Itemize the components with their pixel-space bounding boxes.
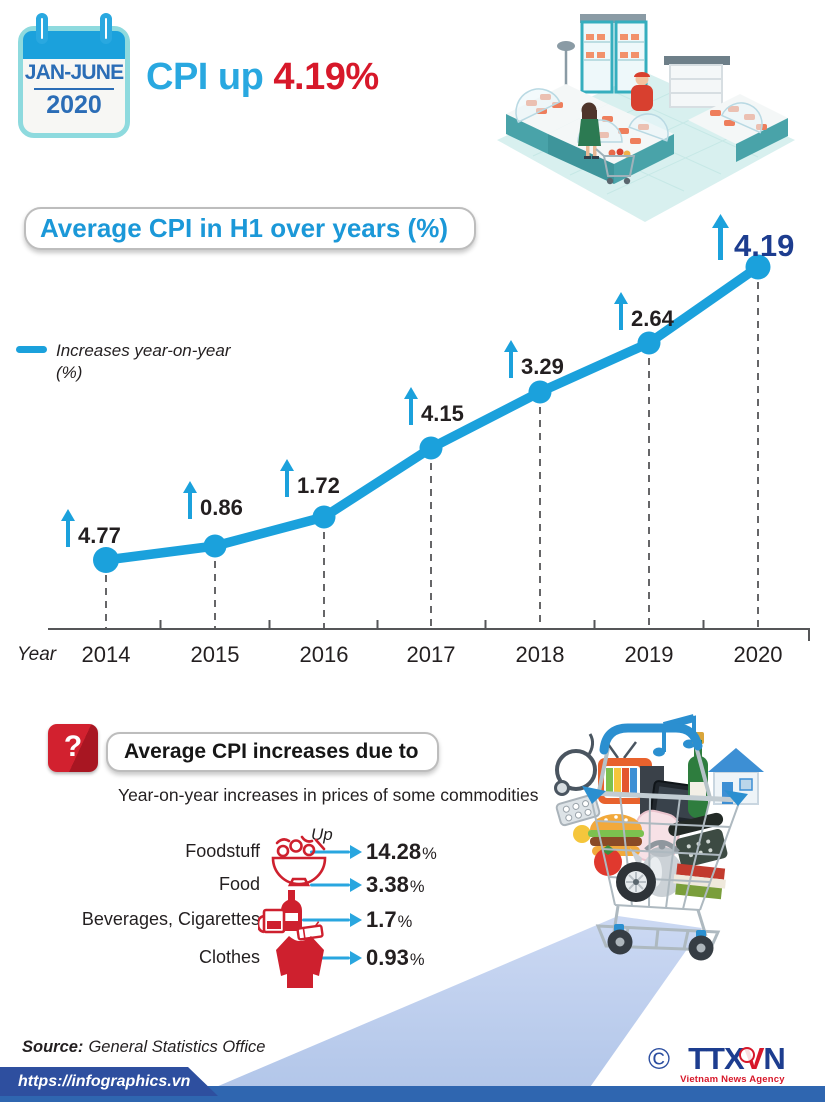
dashed-guides (105, 282, 759, 628)
shopping-cart-illustration (554, 714, 764, 961)
up-arrow-icon (712, 214, 729, 260)
title-prefix: CPI up (146, 56, 264, 98)
chart-point-label-2017: 4.15 (404, 387, 464, 425)
commodity-label: Foodstuff (185, 841, 260, 861)
year-tick-2014: 2014 (81, 642, 131, 667)
basket-corner (724, 790, 748, 806)
commodity-value: 14.28% (366, 839, 437, 864)
year-tick-2017: 2017 (406, 642, 456, 667)
clothes-sweater-icon (276, 936, 324, 988)
chart-point-label-2016: 1.72 (280, 459, 340, 497)
up-arrow-icon (614, 292, 628, 330)
year-tick-2016: 2016 (299, 642, 349, 667)
cart-wheel (607, 929, 633, 955)
up-arrow-icon (404, 387, 418, 425)
right-arrow-icon (310, 845, 362, 859)
commodity-value: 0.93% (366, 945, 425, 970)
foodstuff-bowl-icon (271, 835, 327, 887)
commodity-label: Clothes (198, 947, 260, 967)
x-axis (48, 620, 810, 641)
basket-wireframe (589, 792, 741, 911)
handle-arm (694, 745, 712, 799)
ttxvn-logo: © TTX V N Vietnam News Agency (648, 1041, 786, 1085)
customer-figure (578, 102, 601, 159)
calendar-divider (34, 88, 114, 90)
cart-wheel (688, 935, 714, 961)
vendor-figure (631, 72, 653, 111)
year-tick-2019: 2019 (624, 642, 674, 667)
page-title: CPI up 4.19% (146, 56, 379, 99)
beverages-icon (258, 890, 324, 941)
tire-icon (616, 862, 656, 902)
chart-point-label-2018: 3.29 (504, 340, 564, 378)
calendar-year: 2020 (46, 91, 102, 119)
footer-url-banner[interactable]: https://infographics.vn (0, 1067, 218, 1096)
source-label: Source: (22, 1038, 84, 1056)
agency-name: Vietnam News Agency (680, 1074, 785, 1085)
basket-rim (589, 790, 741, 803)
commodity-value: 3.38% (366, 872, 425, 897)
calendar-icon: JAN-JUNE 2020 (18, 13, 130, 138)
commodity-label: Food (218, 874, 260, 894)
supermarket-illustration (497, 14, 795, 222)
pills-icon (555, 793, 601, 827)
cabinet-icon (664, 56, 730, 108)
section2-subtitle: Year-on-year increases in prices of some… (118, 785, 539, 805)
commodity-label: Beverages, Cigarettes (81, 909, 260, 929)
cart-handle (599, 723, 703, 755)
copyright-icon: © (648, 1043, 671, 1076)
chart-point-label-2019: 2.64 (614, 292, 674, 330)
calendar-period: JAN-JUNE (24, 61, 124, 84)
basket-corner (582, 786, 606, 804)
x-axis-title: Year (17, 644, 57, 665)
stethoscope-icon (554, 733, 597, 796)
data-points (93, 254, 771, 573)
title-value: 4.19% (273, 56, 379, 98)
chart-point-label-2020: 4.19 (712, 214, 794, 261)
year-tick-2018: 2018 (515, 642, 565, 667)
handle-arm (596, 747, 610, 797)
agency-abbr: TTX V N (688, 1041, 786, 1076)
source-line: Source: General Statistics Office (22, 1038, 265, 1057)
up-arrow-icon (504, 340, 518, 378)
calendar-ring-icon (36, 13, 48, 44)
legend-line-swatch (16, 346, 47, 353)
up-arrow-icon (280, 459, 294, 497)
chart-point-label-2015: 0.86 (183, 481, 243, 519)
legend-text: Increases year-on-year (%) (56, 341, 231, 383)
right-arrow-icon (310, 878, 362, 892)
chart-legend: Increases year-on-year (%) (16, 340, 231, 384)
cpi-line-chart (48, 254, 810, 641)
calendar-ring-icon (100, 13, 112, 44)
right-arrow-icon (302, 913, 362, 927)
year-tick-2015: 2015 (190, 642, 240, 667)
question-icon: ? (48, 724, 98, 772)
commodity-value: 1.7% (366, 907, 413, 932)
globe-icon: V (738, 1041, 764, 1076)
section2-title: Average CPI increases due to (106, 732, 439, 772)
year-tick-2020: 2020 (733, 642, 783, 667)
up-arrow-icon (61, 509, 75, 547)
chart-point-label-2014: 4.77 (61, 509, 121, 547)
chart-section-title: Average CPI in H1 over years (%) (24, 207, 476, 250)
source-text: General Statistics Office (88, 1038, 266, 1056)
mini-cart-icon (595, 148, 636, 185)
up-arrow-icon (183, 481, 197, 519)
